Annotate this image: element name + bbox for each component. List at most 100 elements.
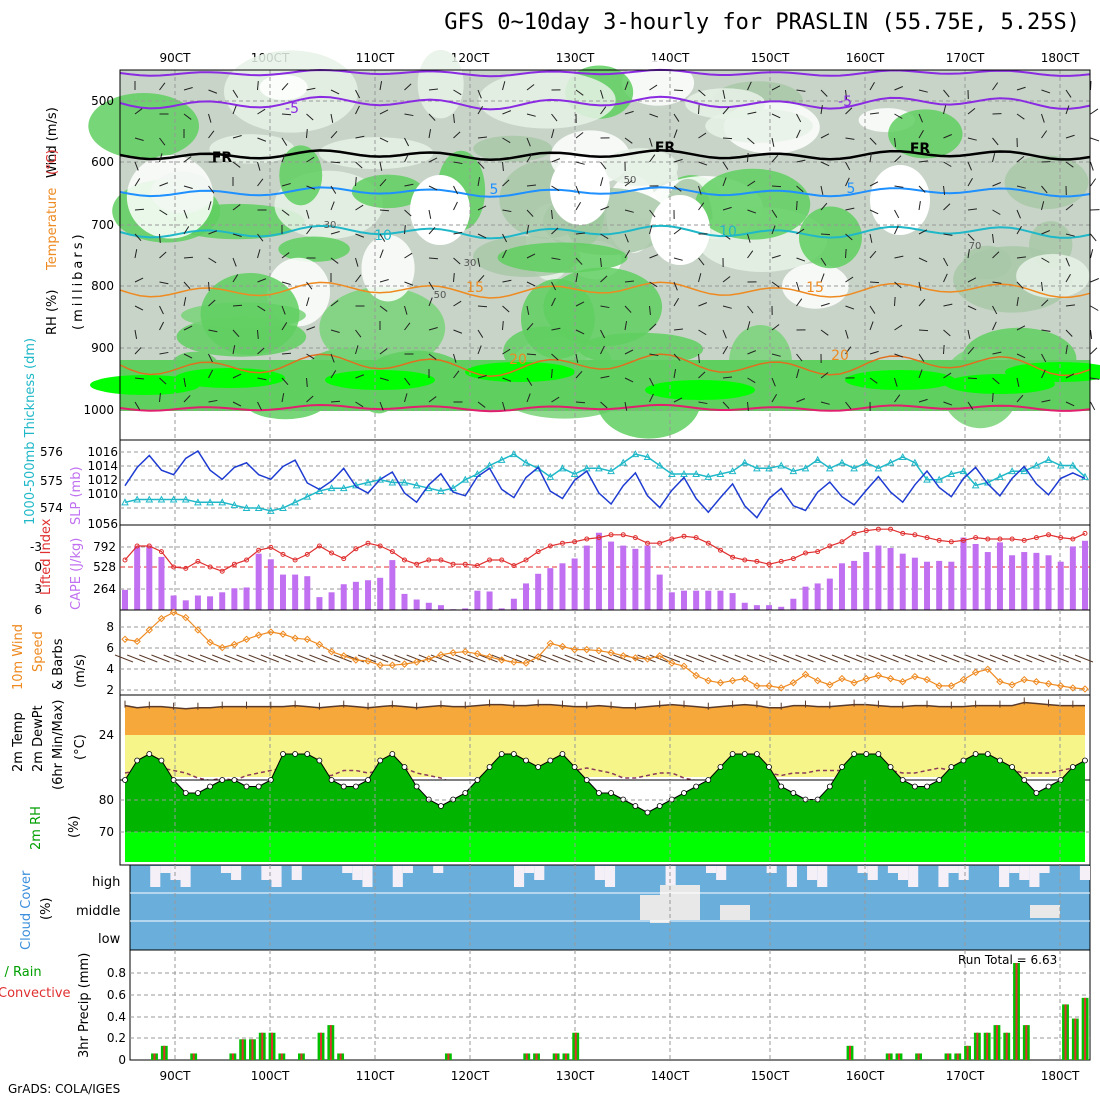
- rh-point: [960, 757, 967, 764]
- rh-contour-fill: [603, 148, 678, 187]
- li-point: [632, 535, 638, 541]
- rh-point: [219, 777, 226, 783]
- precip-convective-bar: [329, 1025, 332, 1060]
- li-point: [1058, 535, 1064, 541]
- precip-convective-bar: [1005, 1032, 1008, 1060]
- precip-convective-bar: [986, 1032, 989, 1060]
- wind10m-barb: [418, 654, 437, 663]
- bottom-x-tick-label: 130CT: [556, 1069, 595, 1083]
- li-point: [875, 526, 881, 532]
- wind-barb: [722, 276, 731, 283]
- wind-barb: [747, 350, 757, 355]
- wind-barb: [428, 297, 433, 307]
- cape-bar: [365, 580, 372, 610]
- wind-barb: [159, 82, 166, 91]
- cape-bar: [1045, 555, 1052, 610]
- wind-barb: [747, 321, 751, 331]
- cape-bar: [523, 583, 530, 610]
- wind-barb: [943, 303, 953, 307]
- wind-barb: [404, 113, 414, 117]
- wind-speed-point: [498, 656, 506, 664]
- wind-barb: [845, 276, 854, 283]
- thickness-point: [388, 478, 397, 486]
- li-point: [280, 551, 286, 557]
- li-point: [487, 557, 493, 563]
- cape-bar: [182, 600, 189, 610]
- wind-barb: [551, 257, 561, 261]
- wind-barb: [208, 130, 215, 139]
- wind-barb: [1065, 134, 1075, 139]
- wind-speed-point: [959, 675, 968, 684]
- rh-point: [340, 783, 347, 790]
- wind-barb: [379, 178, 387, 187]
- thickness-point: [996, 472, 1004, 480]
- wind-barb: [1041, 257, 1050, 263]
- middle-cloud-gap: [720, 905, 750, 920]
- thickness-point: [1020, 467, 1029, 475]
- wind-barb: [943, 134, 952, 139]
- rh-point: [863, 751, 870, 757]
- wind-barb: [673, 185, 682, 192]
- pressure-tick-label: 600: [91, 155, 114, 169]
- rh-point: [693, 783, 700, 790]
- wind10m-barb: [284, 654, 304, 663]
- wind-barb: [624, 137, 633, 144]
- wind-barb: [1090, 137, 1100, 142]
- rh-point: [122, 777, 128, 783]
- wind-speed-point: [327, 647, 336, 656]
- wind-barb: [330, 113, 334, 123]
- wind-barb: [551, 158, 561, 163]
- cape-bar: [122, 589, 128, 610]
- wind-speed-point: [789, 679, 798, 687]
- wind-barb: [404, 281, 414, 286]
- wind-barb: [747, 209, 757, 214]
- wind-barb: [477, 305, 488, 308]
- li-point: [499, 557, 505, 563]
- credit-label: GrADS: COLA/IGES: [8, 1082, 121, 1096]
- wind-barb: [894, 377, 898, 387]
- wind-barb: [453, 257, 461, 265]
- rh-point: [729, 751, 736, 757]
- wind-barb: [134, 377, 145, 380]
- thickness-point: [437, 486, 445, 494]
- wind-barb: [894, 155, 902, 163]
- slp-tick-label: 1012: [87, 473, 118, 487]
- wind-barb: [1041, 89, 1051, 94]
- precip-panel: 0.8 0.6 0.4 0.2 0: [107, 949, 1091, 1067]
- wind-barb: [1090, 278, 1099, 283]
- wind-barb: [477, 205, 487, 211]
- thickness-point: [1056, 461, 1065, 469]
- wind-barb: [943, 329, 951, 337]
- isotherm-line: [119, 403, 1091, 413]
- cape-bar: [656, 574, 663, 610]
- wind-speed-point: [400, 660, 409, 668]
- wind-barb: [232, 161, 241, 168]
- wind-barb: [771, 209, 778, 218]
- wind-tick-label: 4: [106, 662, 114, 676]
- top-x-tick-label: 130CT: [556, 51, 595, 65]
- thickness-point: [558, 464, 567, 472]
- wind-barb: [1016, 113, 1025, 120]
- cape-bar: [535, 573, 542, 610]
- wind10m-barb: [928, 654, 948, 663]
- wind-barb: [796, 353, 803, 362]
- thickness-point: [740, 458, 749, 466]
- wind-barb: [698, 401, 708, 405]
- wind10m-barb: [734, 654, 753, 663]
- li-point: [134, 543, 140, 549]
- wind-barb: [869, 321, 874, 331]
- cape-bar: [729, 593, 736, 610]
- wind-barb: [722, 161, 729, 170]
- thickness-point: [716, 469, 725, 477]
- wind-barb: [575, 401, 586, 404]
- cape-bar: [948, 561, 955, 610]
- li-point: [1021, 537, 1027, 543]
- thickness-point: [291, 498, 299, 506]
- wind-barb: [992, 251, 1000, 259]
- thickness-point: [1032, 461, 1041, 469]
- li-point: [426, 557, 432, 563]
- wind-barb: [771, 394, 778, 403]
- wind-barb: [330, 353, 335, 363]
- wind-barb: [820, 257, 827, 266]
